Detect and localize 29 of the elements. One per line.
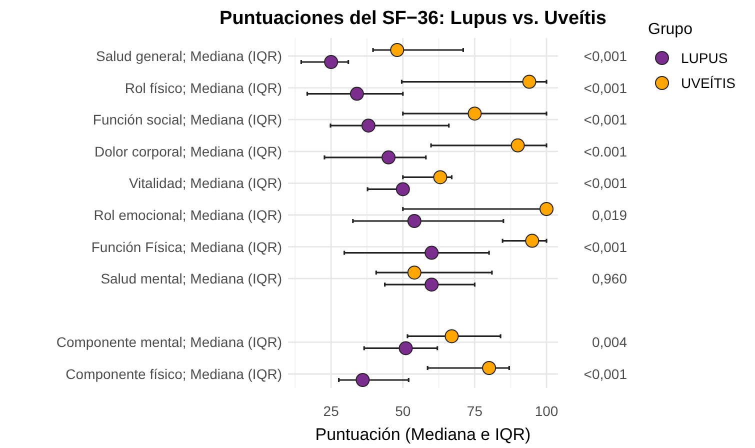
y-tick-label: Dolor corporal; Mediana (IQR) — [94, 143, 282, 160]
y-tick-label: Función social; Mediana (IQR) — [92, 112, 282, 128]
text: 0,004 — [592, 334, 628, 350]
text: <0,001 — [584, 175, 628, 192]
text: <0,001 — [584, 48, 628, 64]
y-tick-label: Componente mental; Mediana (IQR) — [56, 334, 282, 350]
legend-label: LUPUS — [681, 50, 728, 66]
x-tick-label: 50 — [395, 403, 411, 419]
x-tick-label: 75 — [466, 403, 483, 419]
text: <0.001 — [584, 143, 628, 160]
legend-title: Grupo — [648, 21, 693, 38]
y-tick-label: Rol emocional; Mediana (IQR) — [94, 207, 282, 223]
text: <0,001 — [584, 112, 628, 128]
chart-title: Puntuaciones del SF−36: Lupus vs. Uveítis — [220, 8, 606, 29]
y-tick-label: Función Física; Mediana (IQR) — [91, 238, 282, 255]
y-tick-label: Componente físico; Mediana (IQR) — [66, 366, 282, 382]
x-tick-label: 25 — [323, 403, 340, 419]
text: <0,001 — [584, 238, 628, 255]
y-tick-label: Rol físico; Mediana (IQR) — [124, 80, 282, 96]
y-tick-label: Salud general; Mediana (IQR) — [96, 48, 282, 64]
text: 0,019 — [592, 207, 628, 223]
x-tick-label: 100 — [534, 403, 558, 419]
text: 0,960 — [592, 270, 628, 287]
x-axis-title: Puntuación (Mediana e IQR) — [315, 425, 531, 444]
y-tick-label: Vitalidad; Mediana (IQR) — [128, 175, 282, 192]
text: <0,001 — [584, 366, 628, 382]
legend-label: UVEÍTIS — [681, 75, 736, 91]
text: <0,001 — [584, 80, 628, 96]
y-tick-label: Salud mental; Mediana (IQR) — [100, 270, 282, 287]
